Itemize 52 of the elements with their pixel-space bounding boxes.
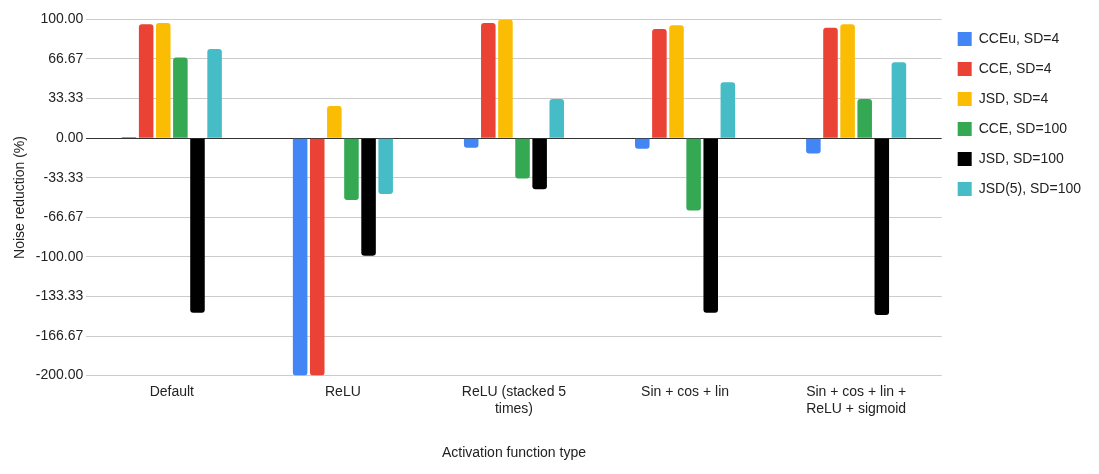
legend-label: CCE, SD=100 [978, 119, 1068, 136]
bar [806, 138, 821, 154]
y-tick-label: 0.00 [56, 128, 84, 145]
y-tick-label: -133.33 [35, 287, 84, 304]
x-axis-title: Activation function type [441, 444, 587, 461]
legend-label: JSD, SD=100 [978, 149, 1065, 166]
bar [378, 138, 393, 194]
bar [857, 98, 872, 138]
legend-label: JSD, SD=4 [978, 89, 1049, 106]
bar [207, 49, 222, 138]
x-tick-label: Sin + cos + lin + ReLU + sigmoid [806, 382, 907, 416]
bar [173, 57, 188, 138]
bar [361, 138, 376, 256]
x-tick-label: ReLU [325, 382, 361, 399]
y-tick-label: -66.67 [43, 208, 84, 225]
y-tick-label: -100.00 [35, 247, 84, 264]
y-tick-label: -33.33 [43, 168, 84, 185]
bar [463, 138, 479, 148]
legend-label: CCE, SD=4 [978, 59, 1052, 76]
bar [190, 138, 205, 313]
bar [156, 22, 171, 138]
y-tick-label: -200.00 [35, 366, 84, 383]
bar [891, 62, 907, 138]
bar [327, 106, 342, 138]
bar [292, 138, 308, 376]
y-tick-label: 33.33 [48, 89, 84, 106]
bar [138, 24, 154, 138]
bar [635, 138, 650, 149]
bar [532, 138, 547, 190]
x-tick-label: Sin + cos + lin [641, 382, 730, 399]
bar [874, 138, 890, 316]
bar [549, 98, 565, 138]
x-tick-label: Default [149, 382, 195, 399]
bar [515, 138, 530, 179]
legend-label: JSD(5), SD=100 [978, 179, 1082, 196]
y-axis-title: Noise reduction (%) [11, 136, 28, 259]
y-tick-label: 100.00 [40, 10, 84, 27]
bar [309, 138, 325, 376]
y-tick-label: -166.67 [35, 326, 84, 343]
bar [498, 19, 513, 138]
y-tick-label: 66.67 [48, 49, 84, 66]
legend-label: CCEu, SD=4 [978, 29, 1060, 46]
bar [823, 27, 838, 138]
bar [720, 82, 736, 138]
bar [703, 138, 718, 313]
bar [344, 138, 359, 200]
bar [840, 24, 855, 138]
bar [481, 22, 496, 138]
bar [669, 25, 684, 138]
bar [686, 138, 701, 211]
x-tick-label: ReLU (stacked 5 times) [461, 382, 567, 416]
bar [652, 28, 667, 138]
